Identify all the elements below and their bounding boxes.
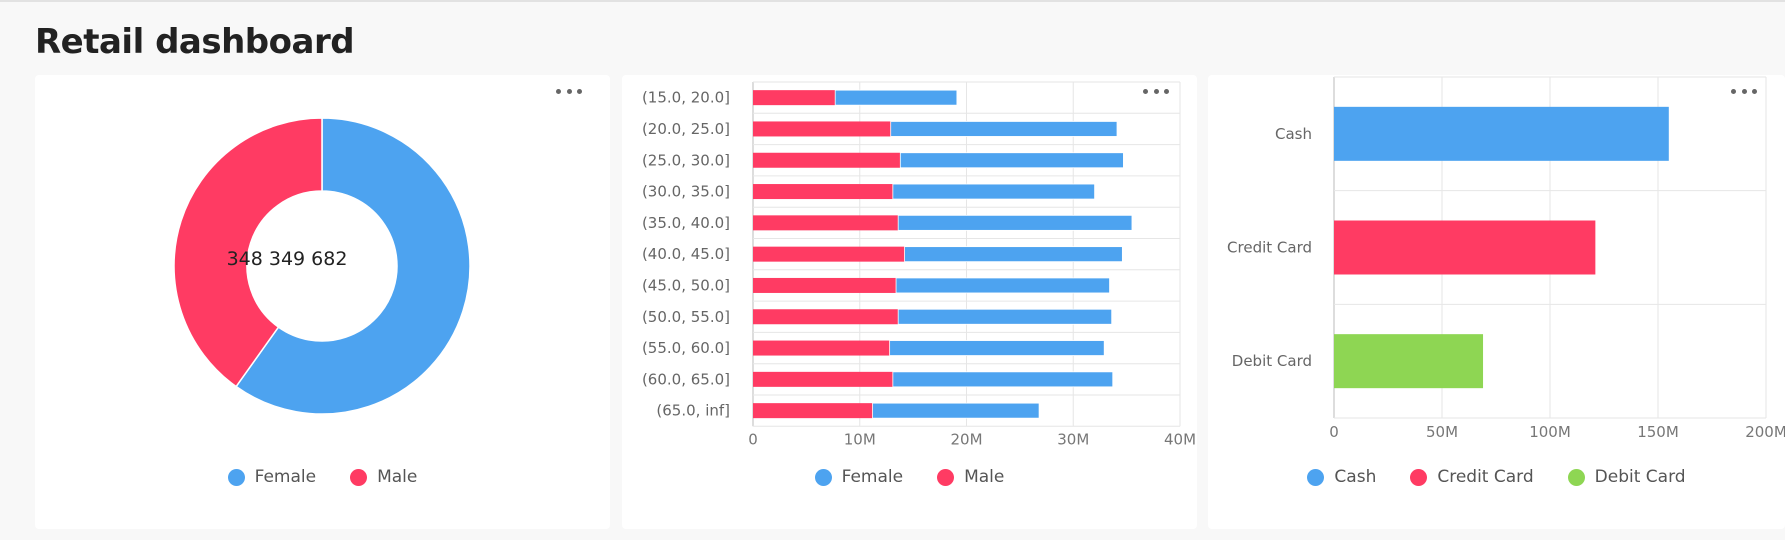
y-category-label: (15.0, 20.0] bbox=[642, 89, 730, 107]
y-category-label: (65.0, inf] bbox=[656, 402, 730, 420]
legend-dot-female bbox=[814, 468, 832, 486]
x-tick-label: 10M bbox=[844, 430, 876, 448]
more-horizontal-icon bbox=[1143, 88, 1148, 94]
widget-menu-button[interactable] bbox=[1731, 83, 1757, 99]
x-tick-label: 30M bbox=[1057, 430, 1089, 448]
legend-item-credit-card[interactable]: Credit Card bbox=[1410, 467, 1534, 487]
bar-cash bbox=[1334, 106, 1669, 161]
legend-dot-debit-card bbox=[1567, 468, 1585, 486]
y-category-label: (40.0, 45.0] bbox=[642, 245, 730, 263]
bar-female bbox=[890, 121, 1118, 137]
donut-total-label: 348 349 682 bbox=[226, 248, 348, 270]
bar-male bbox=[753, 340, 890, 356]
y-category-label: (55.0, 60.0] bbox=[642, 339, 730, 357]
bar-debit-card bbox=[1334, 334, 1484, 389]
donut-slice-male bbox=[173, 117, 323, 388]
y-category-label: (35.0, 40.0] bbox=[642, 214, 730, 232]
x-tick-label: 20M bbox=[950, 430, 982, 448]
donut-legend: Female Male bbox=[35, 467, 610, 487]
legend-label: Debit Card bbox=[1594, 467, 1686, 487]
legend-item-cash[interactable]: Cash bbox=[1307, 467, 1376, 487]
y-category-label: (60.0, 65.0] bbox=[642, 370, 730, 388]
bar-credit-card bbox=[1334, 220, 1596, 275]
bar-male bbox=[753, 215, 899, 231]
legend-label: Cash bbox=[1334, 467, 1377, 487]
bar-male bbox=[753, 277, 897, 293]
donut-chart bbox=[173, 117, 471, 415]
age-bar-chart: 0 10M 20M 30M 40M (15.0, 20.0] (20.0, 25.0] (25… bbox=[642, 81, 1196, 448]
bar-male bbox=[753, 403, 873, 419]
bar-male bbox=[753, 246, 905, 262]
legend-label: Credit Card bbox=[1437, 467, 1534, 487]
bar-female bbox=[899, 152, 1124, 169]
y-category-label: (50.0, 55.0] bbox=[642, 308, 730, 326]
widget-menu-button[interactable] bbox=[556, 83, 582, 99]
bar-male bbox=[753, 184, 893, 200]
y-category-label: (30.0, 35.0] bbox=[642, 183, 730, 201]
gender-donut-widget: 348 349 682 Female Male bbox=[35, 75, 610, 529]
y-category-label: (45.0, 50.0] bbox=[642, 276, 730, 294]
legend-item-female[interactable]: Female bbox=[814, 467, 904, 487]
bar-male bbox=[753, 152, 901, 168]
bar-female bbox=[897, 214, 1133, 231]
payment-bar-chart: 0 50M 100M 150M 200M Cash Credit Card Debit Car… bbox=[1227, 76, 1785, 441]
bar-male bbox=[753, 371, 893, 387]
x-tick-label: 40M bbox=[1164, 430, 1196, 448]
bar-female bbox=[889, 340, 1105, 356]
bar-female bbox=[872, 402, 1040, 419]
bar-female bbox=[892, 371, 1114, 388]
x-tick-label: 100M bbox=[1529, 423, 1571, 441]
legend-label: Female bbox=[254, 467, 317, 487]
more-horizontal-icon bbox=[556, 88, 561, 94]
bar-female bbox=[904, 246, 1123, 263]
bar-female bbox=[834, 89, 958, 106]
legend-dot-male bbox=[350, 468, 368, 486]
age-bar-widget: 0 10M 20M 30M 40M (15.0, 20.0] (20.0, 25.0] (25… bbox=[622, 75, 1197, 529]
legend-dot-cash bbox=[1307, 468, 1325, 486]
y-category-label: Credit Card bbox=[1227, 239, 1312, 257]
legend-label: Male bbox=[964, 467, 1005, 487]
top-divider bbox=[0, 0, 1785, 2]
page-title: Retail dashboard bbox=[35, 22, 355, 62]
payment-bar-legend: Cash Credit Card Debit Card bbox=[1208, 467, 1785, 487]
legend-dot-male bbox=[937, 468, 955, 486]
bar-male bbox=[753, 309, 899, 325]
payment-bar-widget: 0 50M 100M 150M 200M Cash Credit Card Debit Car… bbox=[1208, 75, 1785, 529]
y-category-label: (25.0, 30.0] bbox=[642, 151, 730, 169]
more-horizontal-icon bbox=[1731, 88, 1736, 94]
y-category-label: (20.0, 25.0] bbox=[642, 120, 730, 138]
y-category-label: Cash bbox=[1275, 125, 1312, 143]
x-tick-label: 200M bbox=[1745, 423, 1785, 441]
x-tick-label: 50M bbox=[1426, 423, 1458, 441]
y-category-label: Debit Card bbox=[1232, 352, 1312, 370]
bar-male bbox=[753, 121, 891, 137]
legend-item-female[interactable]: Female bbox=[227, 467, 317, 487]
bar-female bbox=[897, 308, 1113, 325]
legend-item-debit-card[interactable]: Debit Card bbox=[1567, 467, 1686, 487]
bar-male bbox=[753, 90, 836, 106]
donut-slice-female bbox=[235, 117, 471, 415]
bar-female bbox=[895, 277, 1110, 294]
legend-label: Female bbox=[841, 467, 904, 487]
legend-dot-female bbox=[227, 468, 245, 486]
age-bar-legend: Female Male bbox=[622, 467, 1197, 487]
x-tick-label: 0 bbox=[1329, 423, 1339, 441]
legend-dot-credit-card bbox=[1410, 468, 1428, 486]
legend-item-male[interactable]: Male bbox=[350, 467, 417, 487]
legend-item-male[interactable]: Male bbox=[937, 467, 1004, 487]
bar-female bbox=[892, 183, 1096, 200]
x-tick-label: 0 bbox=[748, 430, 758, 448]
legend-label: Male bbox=[377, 467, 418, 487]
x-tick-label: 150M bbox=[1637, 423, 1679, 441]
widget-menu-button[interactable] bbox=[1143, 83, 1169, 99]
